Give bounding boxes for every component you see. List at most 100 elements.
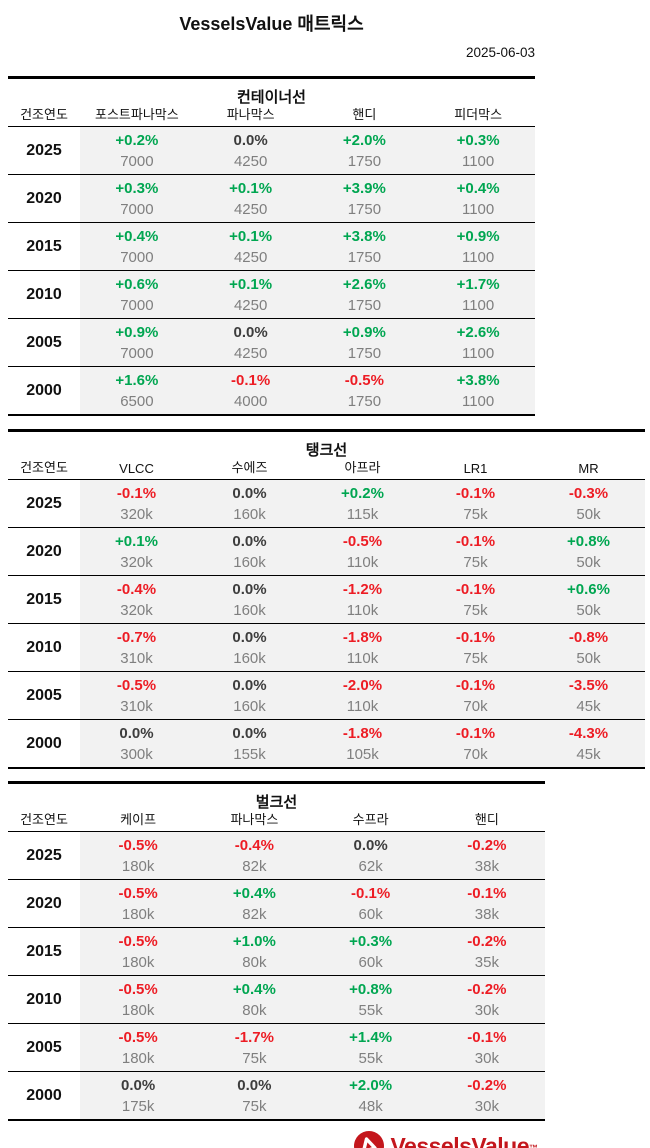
year-cell: 2025 [8, 480, 80, 527]
data-cell: +0.8% 50k [532, 528, 645, 575]
data-cell: +2.0% 1750 [307, 127, 422, 174]
column-header: 포스트파나막스 [95, 107, 179, 122]
ship-value: 7000 [120, 345, 154, 362]
ship-value: 4250 [233, 201, 268, 218]
ship-value: 180k [121, 858, 155, 875]
data-cell: 0.0% 160k [193, 576, 306, 623]
pct-change: +1.4% [349, 1029, 393, 1046]
pct-change: +2.6% [456, 324, 500, 341]
data-cell: 0.0% 4250 [193, 127, 308, 174]
pct-change: +0.3% [115, 180, 159, 197]
data-cell: +0.3% 1100 [421, 127, 535, 174]
data-cell: +3.8% 1100 [421, 367, 535, 414]
ship-value: 30k [474, 1050, 499, 1067]
data-cell: 0.0% 175k [80, 1072, 197, 1119]
column-header-row: 건조연도 VLCC 수에즈 아프라 LR1 MR [8, 456, 645, 479]
ship-value: 82k [242, 906, 267, 923]
data-cell: 0.0% 160k [193, 480, 306, 527]
ship-value: 310k [120, 650, 153, 667]
ship-value: 180k [121, 1050, 155, 1067]
ship-value: 4000 [233, 393, 268, 410]
data-cell: +1.7% 1100 [421, 271, 535, 318]
footer: VesselsValue ™ [8, 1131, 538, 1148]
column-header-row: 건조연도 포스트파나막스 파나막스 핸디 피더막스 [8, 103, 535, 126]
ship-value: 4250 [233, 249, 268, 266]
pct-change: +3.9% [342, 180, 386, 197]
ship-value: 320k [120, 506, 153, 523]
ship-value: 175k [121, 1098, 155, 1115]
pct-change: -0.2% [467, 1077, 507, 1094]
ship-value: 38k [474, 858, 499, 875]
column-header: 수프라 [352, 812, 389, 827]
data-cell: 0.0% 75k [196, 1072, 313, 1119]
pct-change: -0.3% [568, 485, 609, 502]
pct-change: -1.7% [234, 1029, 274, 1046]
year-cell: 2010 [8, 976, 80, 1023]
vesselsvalue-logo: VesselsValue ™ [354, 1131, 538, 1148]
pct-change: +0.9% [342, 324, 386, 341]
data-cell: -1.2% 110k [306, 576, 419, 623]
data-cell: +0.6% 50k [532, 576, 645, 623]
pct-change: -1.8% [342, 629, 383, 646]
ship-value: 62k [358, 858, 383, 875]
data-cell: -1.7% 75k [196, 1024, 313, 1071]
data-cell: +0.2% 7000 [80, 127, 194, 174]
ship-value: 110k [346, 698, 379, 715]
pct-change: -0.4% [234, 837, 274, 854]
ship-value: 110k [346, 554, 379, 571]
data-cell: +0.9% 1100 [421, 223, 535, 270]
ship-value: 82k [242, 858, 267, 875]
data-cell: -3.5% 45k [532, 672, 645, 719]
pct-change: +0.2% [341, 485, 384, 502]
pct-change: -4.3% [568, 725, 609, 742]
data-cell: +2.0% 48k [312, 1072, 429, 1119]
year-cell: 2020 [8, 880, 80, 927]
ship-value: 7000 [120, 297, 154, 314]
ship-value: 110k [346, 602, 379, 619]
pct-change: 0.0% [353, 837, 388, 854]
column-header: 아프라 [344, 460, 381, 475]
ship-value: 1750 [347, 393, 382, 410]
ship-value: 160k [233, 698, 266, 715]
pct-change: -0.1% [455, 677, 496, 694]
year-cell: 2005 [8, 672, 80, 719]
pct-change: +0.1% [229, 180, 273, 197]
pct-change: +1.0% [232, 933, 276, 950]
data-cell: +0.4% 7000 [80, 223, 194, 270]
ship-value: 300k [120, 746, 153, 763]
data-cell: -4.3% 45k [532, 720, 645, 767]
data-cell: -0.5% 180k [80, 976, 197, 1023]
data-cell: -0.1% 75k [419, 576, 532, 623]
data-cell: +0.9% 1750 [307, 319, 422, 366]
pct-change: +0.8% [349, 981, 393, 998]
ship-value: 160k [233, 602, 266, 619]
table-row: 2020 -0.5% 180k +0.4% 82k -0.1% 60k -0.1% 38k [8, 879, 545, 927]
pct-change: +2.0% [349, 1077, 393, 1094]
column-header: VLCC [119, 461, 154, 476]
data-cell: 0.0% 160k [193, 528, 306, 575]
pct-change: -0.1% [455, 485, 496, 502]
ship-value: 45k [576, 746, 601, 763]
table-row: 2010 +0.6% 7000 +0.1% 4250 +2.6% 1750 +1.7% 1100 [8, 270, 535, 318]
ship-value: 310k [120, 698, 153, 715]
ship-value: 50k [576, 554, 601, 571]
logo-text: VesselsValue [390, 1132, 529, 1148]
pct-change: -0.5% [118, 885, 158, 902]
vesselsvalue-logo-icon [354, 1131, 385, 1148]
matrix-section-2: 탱크선 건조연도 VLCC 수에즈 아프라 LR1 MR 2025 -0.1% 320k 0.0% 1… [8, 429, 645, 769]
pct-change: +2.0% [342, 132, 386, 149]
data-cell: +0.4% 1100 [421, 175, 535, 222]
pct-change: +0.4% [232, 981, 276, 998]
data-cell: -0.1% 60k [312, 880, 429, 927]
pct-change: +0.4% [456, 180, 500, 197]
data-cell: -0.2% 30k [428, 1072, 545, 1119]
data-cell: 0.0% 160k [193, 624, 306, 671]
ship-value: 105k [346, 746, 379, 763]
data-cell: +2.6% 1100 [421, 319, 535, 366]
ship-value: 70k [463, 698, 488, 715]
sections: 컨테이너선 건조연도 포스트파나막스 파나막스 핸디 피더막스 2025 +0.2% 7000 0… [0, 76, 650, 1121]
data-cell: -0.5% 180k [80, 832, 197, 879]
ship-value: 75k [242, 1050, 267, 1067]
column-header: 파나막스 [226, 107, 275, 122]
ship-value: 4250 [233, 297, 268, 314]
